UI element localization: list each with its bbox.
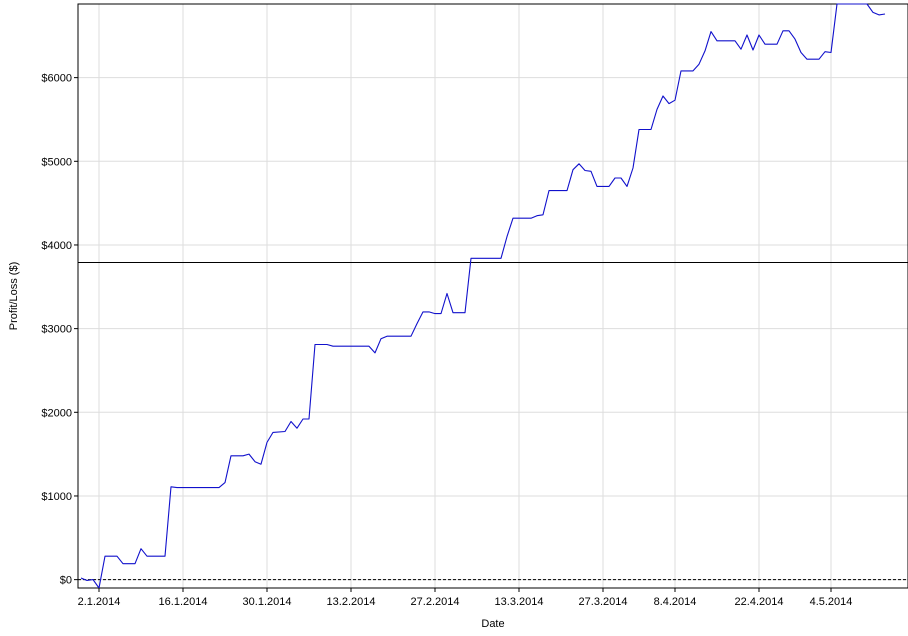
x-tick-label: 8.4.2014	[654, 596, 697, 608]
reference-lines	[78, 262, 908, 581]
series-line	[80, 3, 886, 589]
y-tick-label: $6000	[41, 73, 72, 85]
x-tick-label: 27.2.2014	[411, 596, 460, 608]
series-layer	[80, 3, 886, 589]
y-tick-label: $2000	[41, 407, 72, 419]
x-tick-label: 4.5.2014	[810, 596, 853, 608]
x-tick-label: 13.2.2014	[327, 596, 376, 608]
x-tick-label: 2.1.2014	[78, 596, 121, 608]
ticks: $0 $1000 $2000 $3000 $4000 $5000 $6000 2.1.2014…	[41, 73, 852, 608]
y-axis-title: Profit/Loss ($)	[8, 262, 20, 330]
plot-area-border	[77, 3, 908, 589]
x-tick-label: 16.1.2014	[159, 596, 208, 608]
grid	[78, 4, 908, 588]
y-tick-label: $0	[60, 575, 72, 587]
y-tick-label: $1000	[41, 491, 72, 503]
x-axis-title: Date	[481, 618, 504, 630]
x-tick-label: 30.1.2014	[243, 596, 292, 608]
x-tick-label: 22.4.2014	[735, 596, 784, 608]
x-tick-label: 13.3.2014	[495, 596, 544, 608]
y-tick-label: $3000	[41, 324, 72, 336]
y-tick-label: $5000	[41, 156, 72, 168]
y-tick-label: $4000	[41, 240, 72, 252]
x-tick-label: 27.3.2014	[579, 596, 628, 608]
